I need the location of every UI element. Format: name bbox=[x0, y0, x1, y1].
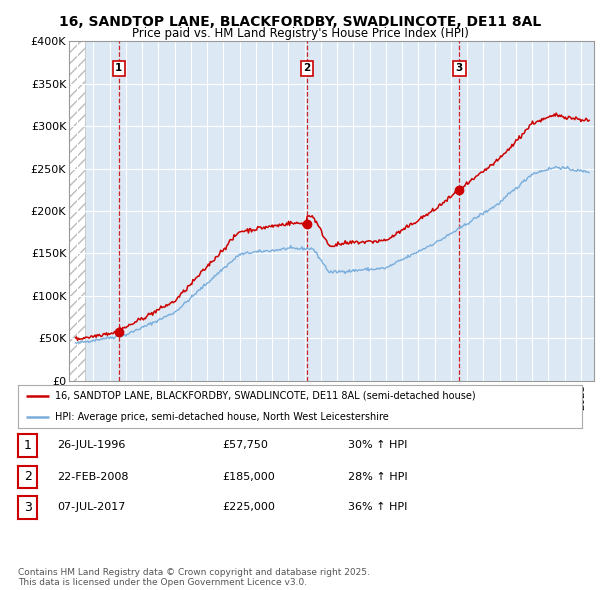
Text: 30% ↑ HPI: 30% ↑ HPI bbox=[348, 441, 407, 450]
Text: 3: 3 bbox=[23, 501, 32, 514]
Text: 2: 2 bbox=[23, 470, 32, 483]
Text: 22-FEB-2008: 22-FEB-2008 bbox=[57, 472, 128, 481]
Text: Price paid vs. HM Land Registry's House Price Index (HPI): Price paid vs. HM Land Registry's House … bbox=[131, 27, 469, 40]
Text: 26-JUL-1996: 26-JUL-1996 bbox=[57, 441, 125, 450]
Text: 07-JUL-2017: 07-JUL-2017 bbox=[57, 503, 125, 512]
Text: 3: 3 bbox=[456, 64, 463, 73]
Text: 28% ↑ HPI: 28% ↑ HPI bbox=[348, 472, 407, 481]
Text: 16, SANDTOP LANE, BLACKFORDBY, SWADLINCOTE, DE11 8AL: 16, SANDTOP LANE, BLACKFORDBY, SWADLINCO… bbox=[59, 15, 541, 29]
Text: 36% ↑ HPI: 36% ↑ HPI bbox=[348, 503, 407, 512]
Text: 16, SANDTOP LANE, BLACKFORDBY, SWADLINCOTE, DE11 8AL (semi-detached house): 16, SANDTOP LANE, BLACKFORDBY, SWADLINCO… bbox=[55, 391, 475, 401]
Polygon shape bbox=[69, 41, 85, 381]
Text: £185,000: £185,000 bbox=[222, 472, 275, 481]
Text: £225,000: £225,000 bbox=[222, 503, 275, 512]
Text: HPI: Average price, semi-detached house, North West Leicestershire: HPI: Average price, semi-detached house,… bbox=[55, 412, 388, 422]
Text: 1: 1 bbox=[115, 64, 122, 73]
Text: 1: 1 bbox=[23, 439, 32, 452]
Text: 2: 2 bbox=[303, 64, 310, 73]
Text: Contains HM Land Registry data © Crown copyright and database right 2025.
This d: Contains HM Land Registry data © Crown c… bbox=[18, 568, 370, 587]
Text: £57,750: £57,750 bbox=[222, 441, 268, 450]
